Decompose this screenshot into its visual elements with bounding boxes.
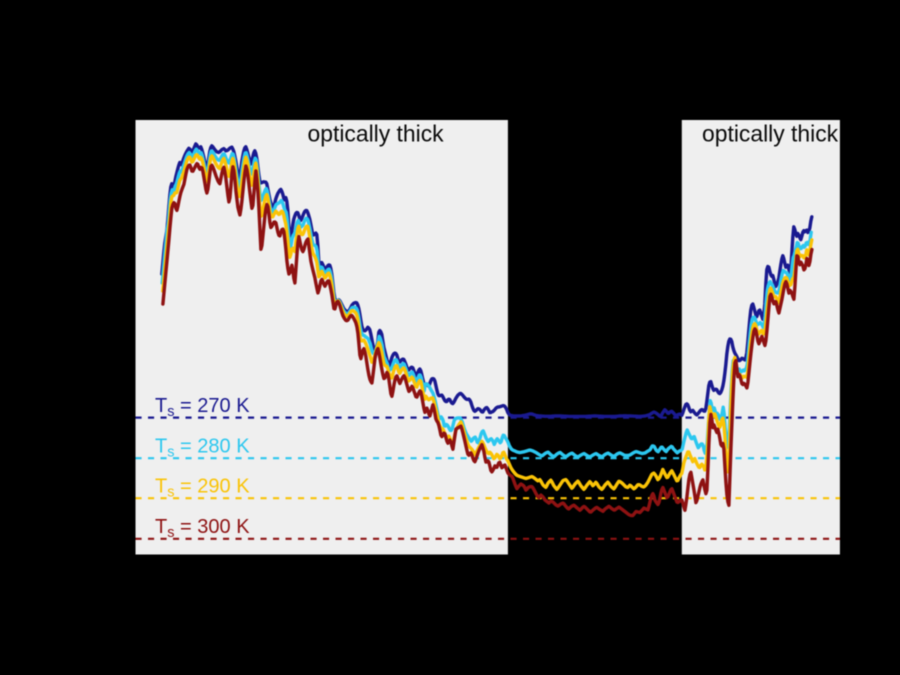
svg-text:optically thick: optically thick [308,121,445,147]
svg-text:optically thick: optically thick [702,121,839,147]
